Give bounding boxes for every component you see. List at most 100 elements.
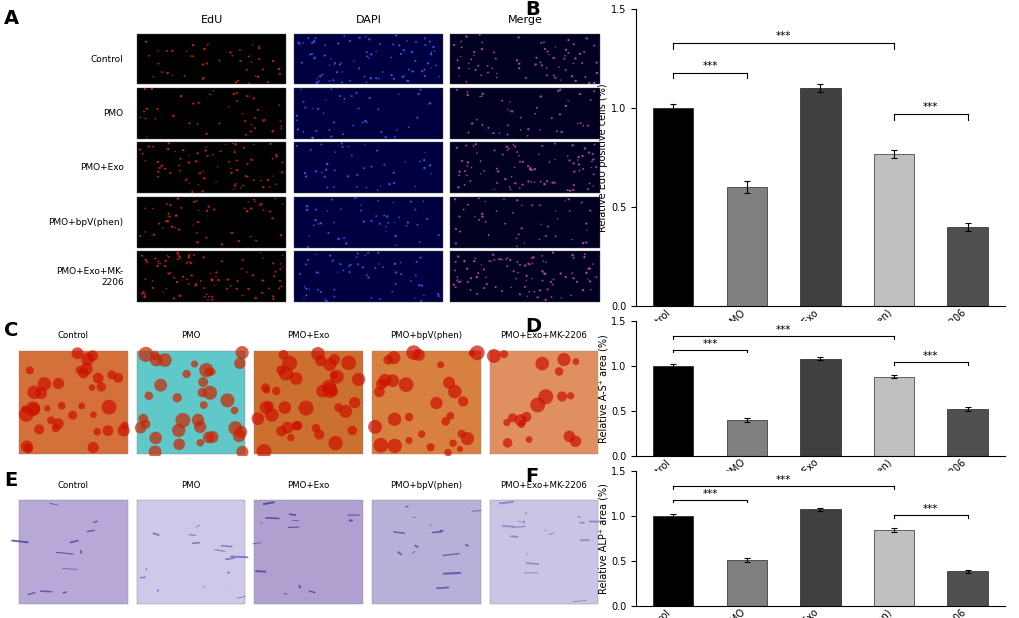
Text: ***: *** [702,339,717,349]
Text: D: D [525,317,541,336]
Point [546,42,562,52]
Point [321,360,337,370]
Point [219,396,235,405]
Point [201,433,217,442]
Point [190,237,206,247]
Point [511,64,527,74]
Point [146,230,162,240]
Point [551,85,568,95]
Point [151,219,167,229]
Point [520,259,536,269]
Point [334,129,351,139]
Point [461,64,477,74]
Point [274,250,290,260]
Text: Control: Control [58,331,89,341]
Point [211,119,227,129]
Point [496,174,513,184]
Point [43,415,59,425]
Bar [293,252,443,302]
Point [447,282,464,292]
Point [423,169,439,179]
Point [138,274,154,284]
Point [147,253,163,263]
Point [300,242,316,252]
Point [239,197,256,207]
Point [248,235,264,245]
Point [305,103,321,113]
Point [544,248,560,258]
Point [327,438,343,448]
Point [555,355,572,365]
Point [535,268,551,278]
Point [568,357,584,366]
Point [198,365,214,375]
Point [344,121,361,130]
Point [358,32,374,41]
Point [452,429,469,439]
Point [565,185,581,195]
Bar [947,409,987,455]
Point [494,150,511,159]
Point [180,251,197,261]
Point [587,162,603,172]
Point [576,249,592,259]
Point [325,75,341,85]
Point [162,168,178,178]
Point [388,30,405,40]
Point [430,231,446,240]
Point [387,279,404,289]
Point [356,217,372,227]
Point [459,161,475,171]
Point [485,48,501,57]
Point [488,178,504,188]
Point [460,277,476,287]
Point [447,224,464,234]
Point [265,258,281,268]
Point [485,351,501,361]
Point [264,213,280,223]
Point [271,100,287,110]
Point [158,284,174,294]
Point [542,277,558,287]
Point [450,171,467,180]
Point [348,252,365,262]
Point [566,167,582,177]
Point [312,72,328,82]
Point [524,258,540,268]
Point [330,402,346,412]
Point [543,113,559,123]
Point [530,149,546,159]
Point [414,281,430,290]
Point [375,262,391,272]
Point [475,265,491,274]
Point [398,76,415,86]
Point [411,237,427,247]
Point [351,375,367,384]
Point [448,276,465,286]
Point [451,167,468,177]
Point [416,65,432,75]
Point [272,276,288,286]
Bar [873,530,913,606]
Point [33,388,49,398]
Y-axis label: Relative A-S⁺ area (%): Relative A-S⁺ area (%) [598,334,607,442]
Text: ***: *** [922,352,937,362]
Point [555,54,572,64]
Point [325,182,341,192]
Point [407,293,423,303]
Point [230,431,247,441]
Point [499,438,516,448]
Point [458,32,474,41]
Point [512,183,528,193]
Point [472,169,488,179]
Point [412,85,428,95]
Point [157,355,173,365]
Point [198,142,214,152]
Point [330,234,346,243]
Point [314,70,330,80]
Point [343,151,360,161]
Point [172,154,189,164]
Point [584,259,600,269]
Point [362,74,378,83]
Point [392,258,409,268]
